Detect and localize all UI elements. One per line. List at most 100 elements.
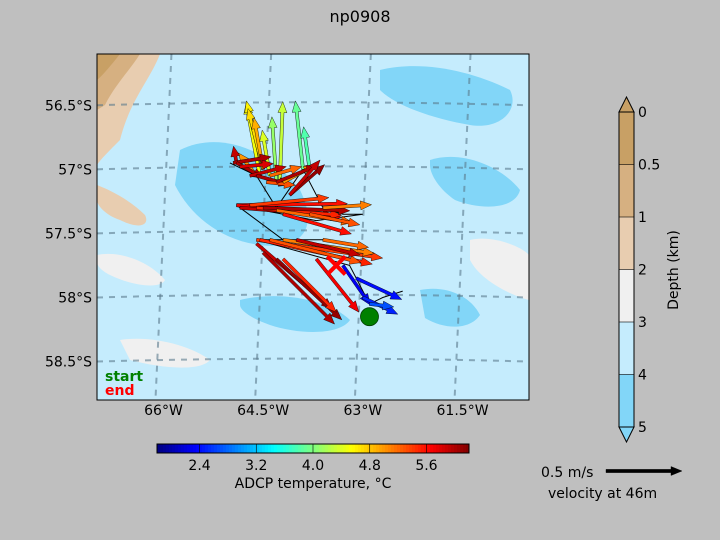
temperature-colorbar-segment (436, 444, 440, 453)
velocity-arrow (262, 205, 351, 216)
depth-colorbar-tick-label: 1 (638, 210, 647, 226)
temperature-colorbar-segment (295, 444, 299, 453)
temperature-colorbar: 2.4 3.2 4.0 4.8 5.6 ADCP temperature, °C (156, 443, 470, 492)
depth-colorbar-band (619, 164, 634, 217)
temperature-colorbar-segment (187, 444, 191, 453)
temperature-colorbar-segment (268, 444, 272, 453)
meridian-line (453, 54, 472, 400)
temperature-colorbar-segment (352, 444, 356, 453)
lat-tick-label: 56.5°S (45, 98, 92, 114)
temperature-colorbar-segment (310, 444, 314, 453)
depth-colorbar-tick-label: 5 (638, 420, 647, 436)
temperature-colorbar-segment (364, 444, 368, 453)
temperature-colorbar-label: ADCP temperature, °C (235, 476, 392, 492)
deep-basin-ne (380, 66, 513, 126)
track-markers (325, 255, 379, 327)
temperature-colorbar-segment (325, 444, 329, 453)
lat-tick-label: 58.5°S (45, 355, 92, 371)
temperature-colorbar-tick-label: 2.4 (188, 458, 210, 474)
temperature-colorbar-segment (193, 444, 197, 453)
temperature-colorbar-segment (160, 444, 164, 453)
deep-basin-e (430, 156, 520, 207)
velocity-arrow (261, 251, 335, 325)
temperature-colorbar-segment (181, 444, 185, 453)
depth-colorbar-tick-label: 2 (638, 263, 647, 279)
ridge-patch-east (470, 238, 529, 300)
legend-end-label: end (105, 383, 134, 399)
temperature-colorbar-segment (277, 444, 281, 453)
temperature-colorbar-segment (424, 444, 428, 453)
depth-colorbar-band (619, 322, 634, 375)
temperature-colorbar-segment (298, 444, 302, 453)
velocity-arrow (322, 200, 373, 211)
temperature-colorbar-segment (208, 444, 212, 453)
scale-speed-label: 0.5 m/s (541, 465, 593, 481)
velocity-arrow (281, 257, 337, 313)
temperature-colorbar-segment (178, 444, 182, 453)
temperature-colorbar-segment (307, 444, 311, 453)
temperature-colorbar-segment (430, 444, 434, 453)
depth-colorbar-band (619, 112, 634, 165)
temperature-colorbar-segment (361, 444, 365, 453)
temperature-colorbar-segment (214, 444, 218, 453)
ship-track (229, 162, 403, 305)
temperature-colorbar-segment (202, 444, 206, 453)
temperature-colorbar-tick-label: 5.6 (415, 458, 437, 474)
temperature-colorbar-segment (358, 444, 362, 453)
temperature-colorbar-segment (289, 444, 293, 453)
velocity-arrow (291, 100, 305, 170)
temperature-colorbar-gradient (157, 444, 470, 453)
velocity-arrow (249, 164, 287, 178)
velocity-arrow (300, 126, 312, 170)
scale-arrow-shape (605, 466, 683, 476)
temperature-colorbar-segment (322, 444, 326, 453)
temperature-colorbar-segment (250, 444, 254, 453)
temperature-colorbar-segment (346, 444, 350, 453)
depth-colorbar-ticks: 0 0.5 1 2 3 4 5 (619, 105, 660, 436)
temperature-colorbar-tick-label: 4.0 (302, 458, 324, 474)
parallel-line (97, 229, 529, 235)
temperature-colorbar-segment (220, 444, 224, 453)
lon-tick-label: 66°W (144, 403, 183, 419)
depth-colorbar-label: Depth (km) (666, 230, 682, 310)
temperature-colorbar-segment (409, 444, 413, 453)
ridge-patch-south (120, 338, 210, 368)
velocity-arrow (309, 212, 361, 228)
temperature-colorbar-segment (280, 444, 284, 453)
temperature-colorbar-segment (415, 444, 419, 453)
track-line (229, 162, 403, 305)
temperature-colorbar-segment (292, 444, 296, 453)
depth-colorbar-extend-top (618, 95, 635, 113)
temperature-colorbar-segment (343, 444, 347, 453)
legend-start-label: start (105, 369, 143, 385)
parallel-line (97, 357, 529, 363)
deep-basin-se (420, 288, 480, 327)
velocity-arrow (232, 153, 272, 165)
temperature-colorbar-segment (259, 444, 263, 453)
temperature-colorbar-segment (397, 444, 401, 453)
depth-colorbar-extend-bottom (618, 426, 635, 444)
temperature-colorbar-segment (286, 444, 290, 453)
temperature-colorbar-segment (241, 444, 245, 453)
temperature-colorbar-segment (163, 444, 167, 453)
depth-colorbar-bands (618, 95, 635, 444)
depth-colorbar: 0 0.5 1 2 3 4 5 Depth (km) (618, 95, 682, 444)
temperature-colorbar-segment (211, 444, 215, 453)
temperature-colorbar-segment (355, 444, 359, 453)
chart-title: np0908 (329, 7, 390, 26)
scale-arrow (605, 466, 683, 476)
temperature-colorbar-segment (457, 444, 461, 453)
meridian-line (154, 54, 173, 400)
temperature-colorbar-segment (379, 444, 383, 453)
temperature-colorbar-segment (370, 444, 374, 453)
lon-tick-label: 63°W (344, 403, 383, 419)
temperature-colorbar-segment (418, 444, 422, 453)
temperature-colorbar-segment (349, 444, 353, 453)
temperature-colorbar-segment (316, 444, 320, 453)
lat-tick-label: 57°S (58, 162, 92, 178)
velocity-scale-key: 0.5 m/s velocity at 46m (541, 465, 683, 502)
temperature-colorbar-segment (454, 444, 458, 453)
temperature-colorbar-segment (406, 444, 410, 453)
temperature-colorbar-segment (382, 444, 386, 453)
